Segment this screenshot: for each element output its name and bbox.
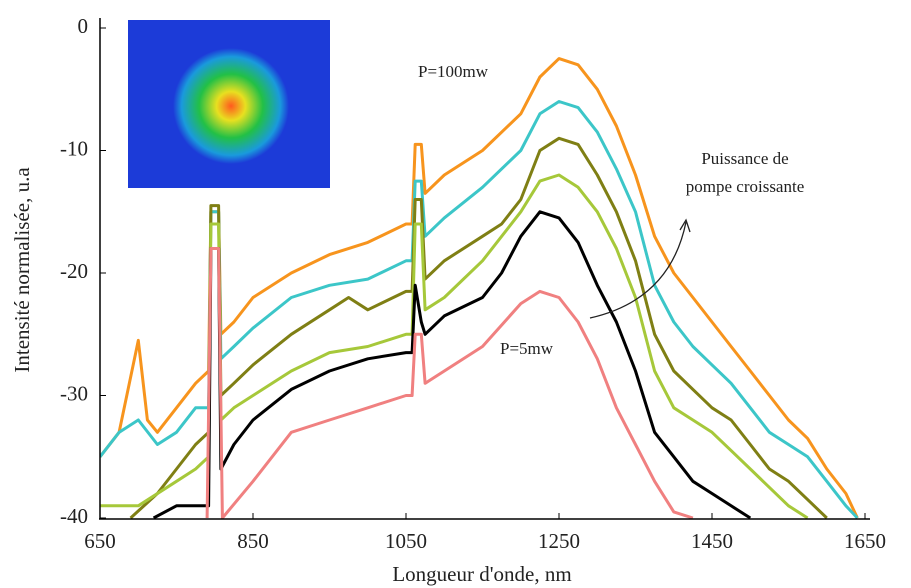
y-tick-label: -10 xyxy=(60,136,88,160)
arrow-head xyxy=(679,218,691,233)
x-tick-label: 1250 xyxy=(538,529,580,553)
annotation: P=5mw xyxy=(500,339,554,358)
spectrum-line xyxy=(205,247,694,519)
y-tick-label: -40 xyxy=(60,504,88,528)
annotation: P=100mw xyxy=(418,62,489,81)
x-axis-label: Longueur d'onde, nm xyxy=(392,562,571,586)
y-axis-label: Intensité normalisée, u.a xyxy=(10,167,34,373)
x-tick-label: 1650 xyxy=(844,529,886,553)
y-tick-label: 0 xyxy=(78,14,89,38)
annotation: Puissance de xyxy=(701,149,788,168)
x-tick-label: 650 xyxy=(84,529,116,553)
annotation: pompe croissante xyxy=(686,177,805,196)
x-tick-label: 850 xyxy=(237,529,269,553)
y-tick-label: -30 xyxy=(60,381,88,405)
plot-area xyxy=(100,57,859,519)
beam-spot xyxy=(173,48,289,164)
y-tick-label: -20 xyxy=(60,259,88,283)
x-tick-label: 1050 xyxy=(385,529,427,553)
spectrum-line xyxy=(100,57,859,519)
arrow xyxy=(589,221,687,319)
spectrum-line xyxy=(100,173,809,519)
x-tick-label: 1450 xyxy=(691,529,733,553)
